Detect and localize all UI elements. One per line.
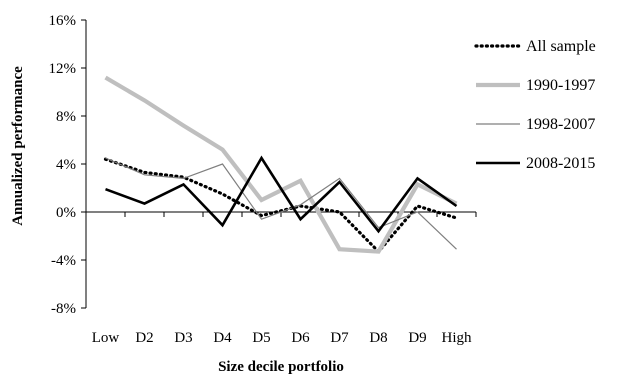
x-tick-label: D5 <box>252 330 270 346</box>
x-tick-label: D6 <box>291 330 310 346</box>
y-tick-label: 12% <box>49 61 77 77</box>
x-tick-label: D4 <box>213 330 232 346</box>
y-axis-title: Annualized performance <box>10 66 26 226</box>
x-tick-label: D3 <box>174 330 192 346</box>
x-tick-label: Low <box>92 330 120 346</box>
x-axis: Low D2 D3 D4 D5 D6 D7 D8 D9 High <box>86 212 476 346</box>
y-tick-label: 16% <box>49 13 77 29</box>
x-tick-label: D9 <box>408 330 426 346</box>
x-tick-label: D8 <box>369 330 387 346</box>
y-axis: -8% -4% 0% 4% 8% 12% 16% <box>49 13 87 317</box>
series-line <box>106 158 457 249</box>
legend-label: 1998-2007 <box>526 116 595 133</box>
x-tick-label: High <box>442 330 473 346</box>
legend-label: All sample <box>526 38 596 55</box>
y-tick-label: 8% <box>56 109 76 125</box>
x-tick-label: D2 <box>135 330 153 346</box>
y-tick-label: -4% <box>51 253 76 269</box>
series-1998-2007 <box>105 158 456 249</box>
legend: All sample 1990-1997 1998-2007 2008-2015 <box>476 38 596 172</box>
series-line <box>106 78 457 252</box>
y-tick-label: -8% <box>51 301 76 317</box>
y-tick-label: 4% <box>56 157 76 173</box>
x-axis-title: Size decile portfolio <box>218 359 344 375</box>
x-tick-label: D7 <box>330 330 349 346</box>
series-1990-1997 <box>105 78 456 252</box>
series-lines <box>105 78 456 252</box>
legend-label: 1990-1997 <box>526 77 595 94</box>
legend-label: 2008-2015 <box>526 155 595 172</box>
y-tick-label: 0% <box>56 205 76 221</box>
